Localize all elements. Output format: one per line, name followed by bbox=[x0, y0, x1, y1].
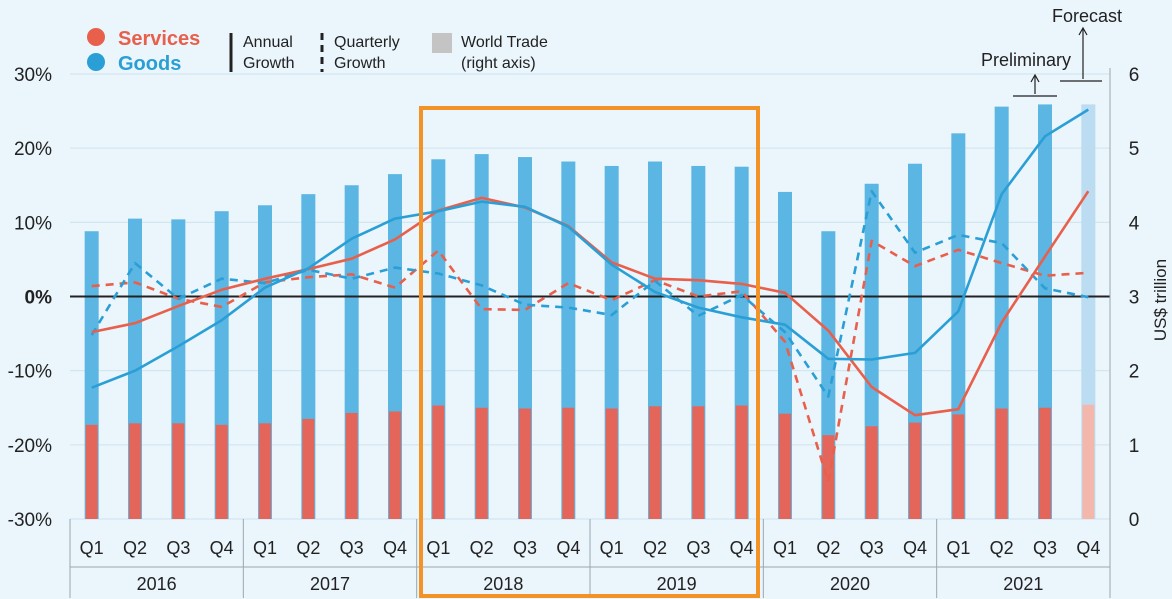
goods-annual-growth-line bbox=[91, 108, 1089, 389]
quarter-tick-label: Q2 bbox=[296, 538, 320, 558]
services-trade-bar bbox=[1039, 407, 1051, 519]
services-trade-bar bbox=[475, 407, 488, 519]
world-trade-legend-line2: (right axis) bbox=[461, 55, 536, 72]
lines-layer bbox=[70, 108, 1110, 484]
left-axis-tick-label: 20% bbox=[14, 139, 52, 160]
services-trade-bar bbox=[692, 406, 705, 519]
year-label: 2017 bbox=[310, 574, 350, 594]
quarter-tick-label: Q3 bbox=[513, 538, 537, 558]
quarter-tick-label: Q1 bbox=[426, 538, 450, 558]
highlight-box-2018-2019 bbox=[419, 106, 760, 598]
year-label: 2020 bbox=[830, 574, 870, 594]
services-trade-bar bbox=[129, 423, 141, 519]
services-trade-bar bbox=[519, 408, 531, 519]
services-annual-growth-line bbox=[91, 190, 1090, 417]
world-trade-legend-line1: World Trade bbox=[461, 34, 548, 51]
quarter-tick-label: Q3 bbox=[1033, 538, 1057, 558]
quarterly-growth-legend-line2: Growth bbox=[334, 55, 386, 72]
year-label: 2021 bbox=[1003, 574, 1043, 594]
services-trade-bar bbox=[432, 405, 445, 519]
services-trade-bar bbox=[172, 423, 185, 519]
services-trade-bar bbox=[562, 407, 575, 519]
quarter-tick-label: Q4 bbox=[903, 538, 927, 558]
quarter-tick-label: Q2 bbox=[123, 538, 147, 558]
services-trade-bar bbox=[995, 408, 1008, 519]
quarter-tick-label: Q4 bbox=[556, 538, 580, 558]
quarter-tick-label: Q2 bbox=[470, 538, 494, 558]
right-axis-tick-label: 6 bbox=[1129, 65, 1140, 86]
quarter-tick-label: Q3 bbox=[166, 538, 190, 558]
left-axis-tick-label: 0% bbox=[25, 288, 53, 309]
quarter-tick-label: Q4 bbox=[1076, 538, 1100, 558]
quarter-tick-label: Q3 bbox=[340, 538, 364, 558]
goods-legend-label: Goods bbox=[118, 53, 181, 75]
quarter-tick-label: Q4 bbox=[383, 538, 407, 558]
right-axis-tick-label: 5 bbox=[1129, 139, 1140, 160]
legend: Services Goods Annual Growth Quarterly G… bbox=[87, 28, 548, 75]
services-quarterly-growth-line bbox=[91, 239, 1089, 484]
quarter-tick-label: Q1 bbox=[600, 538, 624, 558]
goods-legend-marker bbox=[87, 53, 105, 71]
quarter-tick-label: Q2 bbox=[990, 538, 1014, 558]
preliminary-label: Preliminary bbox=[981, 50, 1071, 70]
services-legend-marker bbox=[87, 28, 105, 46]
services-trade-bar bbox=[735, 405, 748, 519]
services-trade-bar bbox=[215, 424, 228, 519]
right-axis-tick-label: 1 bbox=[1129, 436, 1140, 457]
goods-quarterly-growth-line bbox=[90, 189, 1089, 398]
services-legend-label: Services bbox=[118, 28, 200, 50]
quarter-tick-label: Q1 bbox=[773, 538, 797, 558]
bars-layer bbox=[70, 73, 1110, 520]
left-axis-tick-label: 10% bbox=[14, 213, 52, 234]
quarter-tick-label: Q1 bbox=[946, 538, 970, 558]
services-trade-bar bbox=[779, 413, 791, 519]
right-axis-title: US$ trillion bbox=[1151, 259, 1170, 341]
year-label: 2016 bbox=[137, 574, 177, 594]
year-label: 2019 bbox=[657, 574, 697, 594]
quarter-tick-label: Q3 bbox=[860, 538, 884, 558]
forecast-arrowhead bbox=[1078, 26, 1088, 36]
quarter-tick-label: Q4 bbox=[730, 538, 754, 558]
right-axis-tick-label: 0 bbox=[1129, 510, 1140, 531]
right-axis-tick-label: 4 bbox=[1129, 213, 1140, 234]
services-trade-bar bbox=[302, 418, 315, 519]
preliminary-arrowhead bbox=[1030, 73, 1040, 83]
services-trade-bar bbox=[952, 414, 965, 519]
left-axis-tick-label: -30% bbox=[8, 510, 52, 531]
services-trade-bar bbox=[605, 408, 618, 519]
annotations: Forecast Preliminary bbox=[981, 6, 1122, 97]
world-trade-legend-swatch bbox=[432, 33, 452, 53]
forecast-label: Forecast bbox=[1052, 6, 1122, 26]
quarter-tick-label: Q1 bbox=[80, 538, 104, 558]
services-trade-bar bbox=[909, 422, 921, 519]
annual-growth-legend-line1: Annual bbox=[243, 34, 293, 51]
services-trade-bar bbox=[389, 411, 401, 519]
right-axis-tick-label: 2 bbox=[1129, 362, 1140, 383]
quarter-tick-label: Q3 bbox=[686, 538, 710, 558]
services-trade-bar bbox=[649, 406, 661, 519]
quarter-tick-label: Q4 bbox=[210, 538, 234, 558]
services-trade-bar bbox=[259, 423, 271, 519]
axis-layer: 30% 20% 10% 0% -10% -20% -30% 6 5 4 3 2 1 0 US$ trilli… bbox=[8, 65, 1170, 598]
quarter-tick-label: Q1 bbox=[253, 538, 277, 558]
left-axis-tick-label: 30% bbox=[14, 65, 52, 86]
services-trade-bar bbox=[1082, 404, 1095, 519]
quarter-tick-label: Q2 bbox=[643, 538, 667, 558]
left-axis-tick-label: -10% bbox=[8, 362, 52, 383]
year-label: 2018 bbox=[483, 574, 523, 594]
quarterly-growth-legend-line1: Quarterly bbox=[334, 34, 400, 51]
services-trade-bar bbox=[865, 426, 878, 519]
services-trade-bar bbox=[345, 412, 358, 519]
right-axis-tick-label: 3 bbox=[1129, 288, 1140, 309]
annual-growth-legend-line2: Growth bbox=[243, 55, 295, 72]
quarter-tick-label: Q2 bbox=[816, 538, 840, 558]
left-axis-tick-label: -20% bbox=[8, 436, 52, 457]
services-trade-bar bbox=[85, 424, 98, 519]
